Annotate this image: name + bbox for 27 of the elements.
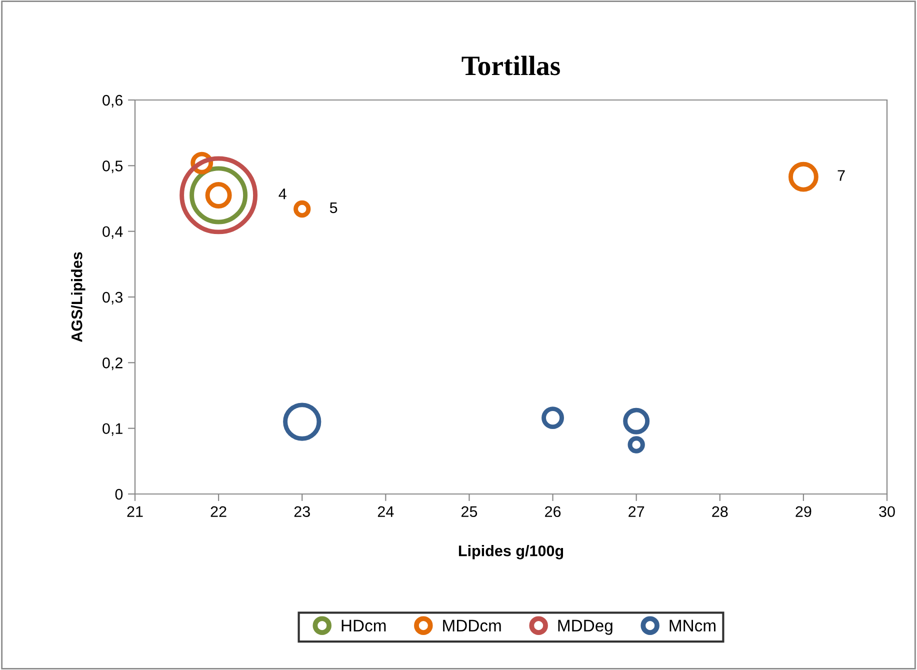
y-tick-label: 0,3 [102, 292, 123, 304]
annotation: 5 [330, 202, 338, 214]
x-tick-label: 25 [461, 506, 478, 518]
x-tick-label: 22 [210, 506, 226, 517]
x-axis-title: Lipides g/100g [458, 545, 564, 560]
legend-label: MDDcm [443, 620, 501, 632]
y-tick-label: 0,6 [102, 94, 123, 108]
y-tick-label: 0,4 [102, 226, 123, 239]
x-tick-label: 29 [796, 506, 812, 518]
y-tick-label: 0 [115, 488, 123, 500]
annotation: 7 [838, 170, 845, 181]
chart-title: Tortillas [462, 56, 560, 76]
x-tick-label: 23 [294, 506, 310, 518]
annotation: 4 [278, 188, 286, 200]
legend-label: MDDeg [558, 620, 612, 635]
y-tick-label: 0,1 [102, 423, 122, 436]
x-tick-label: 30 [879, 506, 895, 518]
y-tick-label: 0,5 [102, 160, 123, 174]
legend-label: HDcm [342, 620, 386, 632]
legend-label: MNcm [670, 620, 716, 632]
x-tick-label: 28 [712, 506, 728, 518]
y-tick-label: 0,2 [102, 358, 122, 370]
y-axis-title: AGS/Lipides [71, 252, 86, 342]
x-tick-label: 26 [545, 506, 561, 518]
x-tick-label: 21 [127, 506, 143, 517]
x-tick-label: 27 [628, 506, 644, 517]
x-tick-label: 24 [378, 506, 394, 517]
